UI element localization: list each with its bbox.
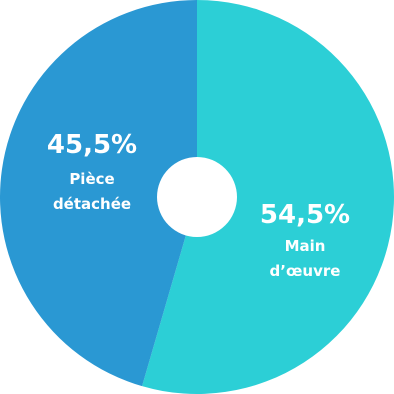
slice-1: [0, 0, 198, 387]
percent-label: 45,5%: [47, 130, 137, 160]
category-label-line-1: Main: [285, 237, 326, 255]
category-label-line-2: détachée: [53, 195, 131, 213]
category-label-line-2: d’œuvre: [270, 262, 341, 280]
slice-0: [142, 0, 394, 394]
percent-label: 54,5%: [260, 200, 350, 230]
slice-label-piece-detachee: 45,5% Pièce détachée: [47, 130, 137, 213]
donut-hole: [157, 157, 237, 237]
slice-label-main-doeuvre: 54,5% Main d’œuvre: [260, 200, 350, 280]
category-label-line-1: Pièce: [69, 170, 114, 188]
